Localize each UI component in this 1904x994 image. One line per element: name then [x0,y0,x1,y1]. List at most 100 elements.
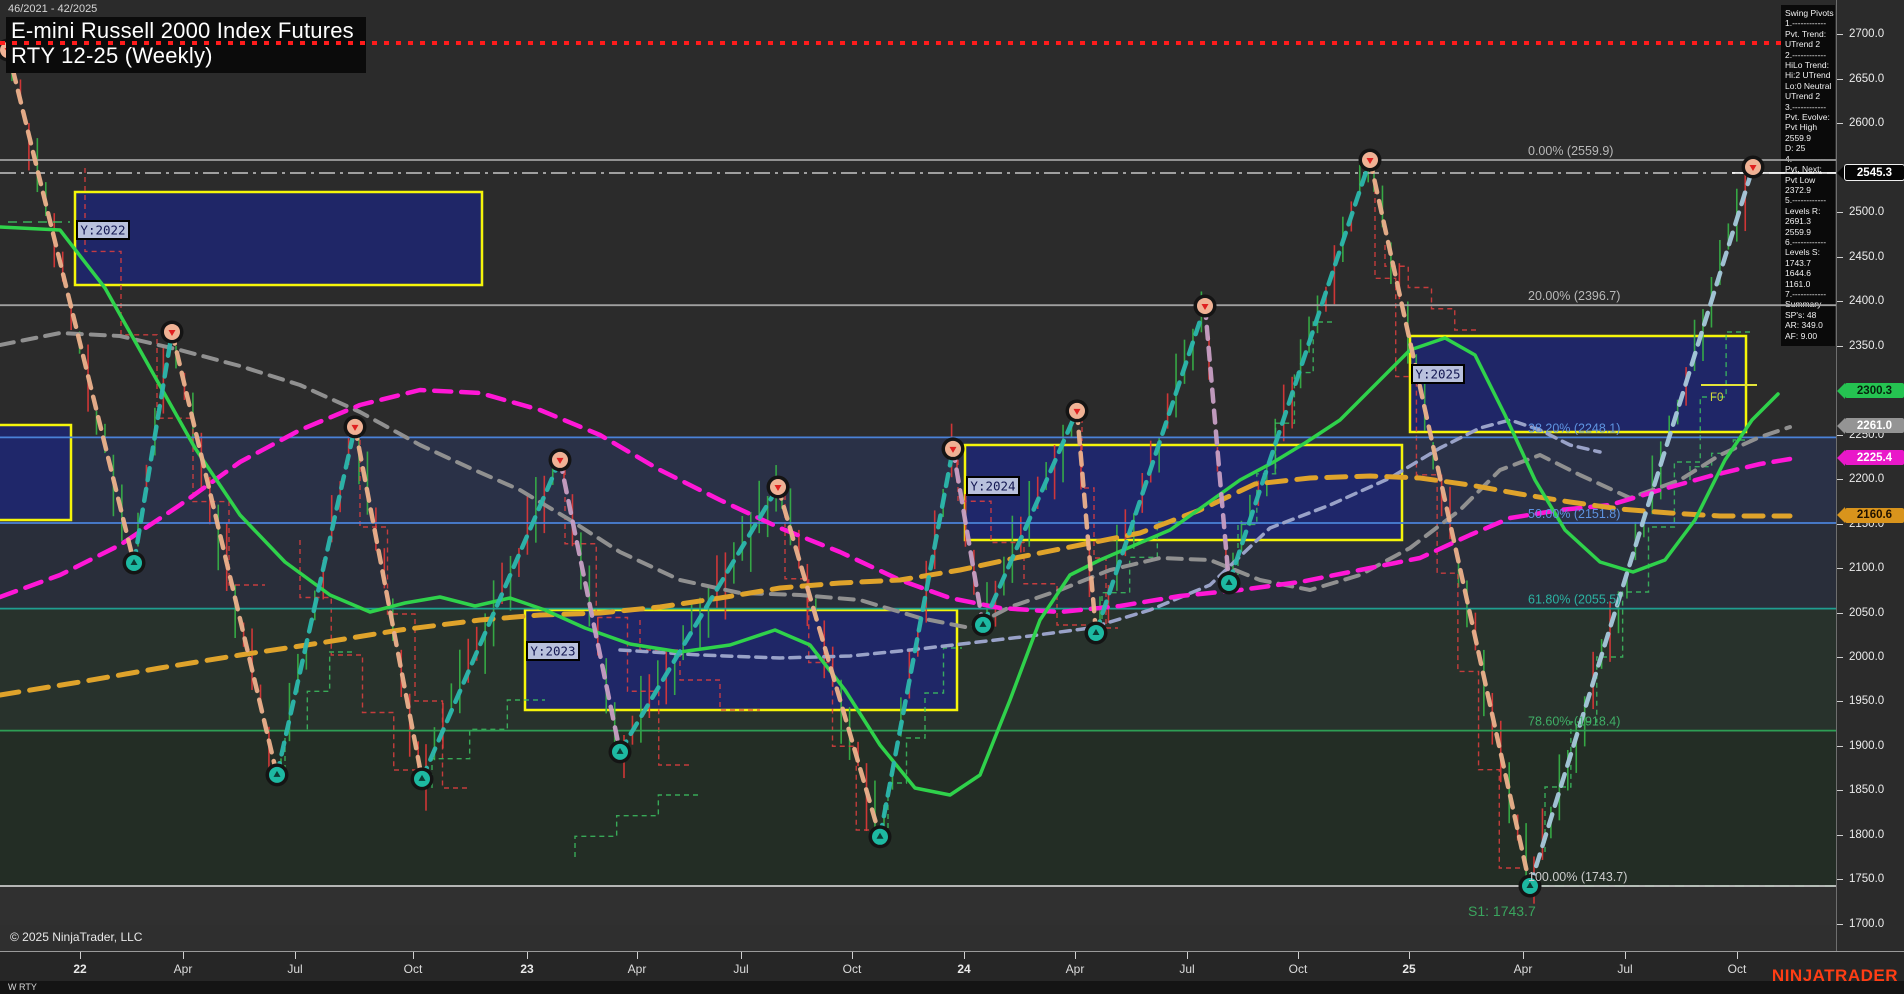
pivot-low-marker[interactable] [872,828,888,845]
pivot-low-marker[interactable] [1522,878,1538,894]
price-axis[interactable]: 2700.0 2650.0 2600.0 2500.0 2450.0 2400.0 2350… [1836,0,1904,951]
time-tick [741,952,742,959]
pivot-low-marker[interactable] [1221,574,1237,591]
year-range-box[interactable] [0,423,73,522]
price-tick: 2100.0 [1837,562,1904,576]
time-tick-label: Apr [173,962,193,976]
swing-zigzag-segment [1367,157,1533,889]
copyright-strip: © 2025 NinjaTrader, LLC [0,925,1836,951]
year-label-chip[interactable] [1411,364,1465,384]
fib-zone-band [0,886,1836,925]
swing-pivots-line: 2559.9 [1785,226,1811,237]
time-tick-label: Oct [403,962,423,976]
year-label-text: Y:2023 [530,644,575,659]
time-tick-label: 22 [73,962,87,976]
f0-label: F0 [1710,392,1723,404]
swing-pivots-line: Pvt. Evolve: [1785,112,1830,123]
instrument-title: E-mini Russell 2000 Index Futures [11,18,354,43]
pivot-high-marker[interactable] [945,440,961,457]
time-tick-label: Oct [1288,962,1308,976]
time-tick [413,952,414,959]
time-tick [1409,952,1410,959]
price-marker-chip: 2300.3 [1837,382,1904,399]
pivot-marker-ring [548,448,572,472]
workspace-tab-label[interactable]: W RTY [8,982,37,992]
pivot-low-marker[interactable] [1088,624,1104,641]
chart-canvas[interactable]: Y:2022 Y:2023 Y:2024 Y:2025 0.00% (2559.9) 20… [0,0,1836,925]
price-tick: 2450.0 [1837,251,1904,265]
year-range-box[interactable] [1408,334,1748,434]
swing-pivots-panel: Swing Pivots 1.------------ Pvt. Trend: UTr… [1781,5,1835,346]
swing-pivots-line: Levels S: [1785,247,1820,258]
pivot-marker-arrow-icon [774,484,782,491]
swing-pivots-line: 2691.3 [1785,216,1811,227]
green-ma-line [0,225,1780,797]
fib-zone-band [0,730,1836,886]
swing-pivots-line: AF: 9.00 [1785,330,1818,341]
year-label-chip[interactable] [76,220,130,240]
pivot-marker-arrow-icon [979,620,987,627]
time-tick-label: Apr [627,962,647,976]
fib-zone-band [0,437,1836,523]
time-tick [1298,952,1299,959]
swing-zigzag-segment [775,484,883,840]
pivot-low-marker[interactable] [612,743,628,760]
workspace-tab-strip[interactable]: W RTY [0,981,1904,994]
fib-zone-band [0,523,1836,609]
pivot-high-marker[interactable] [347,418,363,435]
swing-zigzag-segment [274,424,358,778]
year-label-chip[interactable] [526,641,580,661]
pivot-low-marker[interactable] [269,766,285,783]
pivot-marker-arrow-icon [1366,158,1374,164]
price-tick: 1800.0 [1837,829,1904,843]
orange-ma-line [0,473,1793,698]
fib-level-label: 38.20% (2248.1) [1528,421,1620,435]
fib-level-label: 50.00% (2151.8) [1528,507,1620,521]
swing-pivots-line: Swing Pivots [1785,8,1834,18]
swing-zigzag-segment [557,457,623,755]
pivot-marker-ring [971,613,995,637]
pivot-step-line [1374,180,1520,869]
swing-pivots-line: Pvt High [1785,122,1818,133]
pivot-high-marker[interactable] [552,451,568,468]
pivot-marker-ring [122,551,146,575]
pivot-step-line [284,651,352,770]
contract-title: RTY 12-25 (Weekly) [11,42,213,68]
fib-zone-band [0,608,1836,731]
time-axis[interactable]: 22 Apr Jul Oct 23 Apr Jul Oct 24 Apr Jul Oct 25 Apr Ju… [0,951,1904,982]
price-tick: 2000.0 [1837,651,1904,665]
pivot-marker-ring [1518,874,1542,898]
swing-pivots-line: Pvt Low [1785,174,1816,185]
pivot-low-marker[interactable] [414,770,430,787]
pivot-high-marker[interactable] [1362,152,1378,168]
time-tick-label: Jul [1617,962,1633,976]
pivot-high-marker[interactable] [1197,297,1213,314]
pivot-high-marker[interactable] [164,323,180,340]
time-tick [1075,952,1076,959]
pivot-high-marker[interactable] [770,478,786,495]
pivot-high-marker[interactable] [1069,402,1085,419]
pivot-step-line [1101,521,1185,628]
time-tick-label: Oct [1727,962,1747,976]
swing-pivots-line: 6.------------ [1785,236,1827,247]
time-tick [527,952,528,959]
year-range-box[interactable] [73,190,484,287]
pivot-marker-ring [608,740,632,764]
pivot-high-marker[interactable] [1745,159,1761,176]
year-range-box[interactable] [963,443,1404,542]
pivot-low-marker[interactable] [975,616,991,633]
price-tick: 1850.0 [1837,784,1904,798]
price-tick: 2600.0 [1837,117,1904,131]
swing-zigzag-segment [980,408,1080,628]
time-tick-label: Jul [1179,962,1195,976]
pivot-low-marker[interactable] [126,554,142,571]
time-tick [183,952,184,959]
swing-pivots-line: Levels R: [1785,205,1821,216]
price-tick: 1900.0 [1837,740,1904,754]
ninjatrader-logo: NINJATRADER [1771,966,1898,985]
price-tick: 2350.0 [1837,340,1904,354]
pivot-marker-ring [265,763,289,787]
pivot-marker-arrow-icon [273,770,281,777]
year-label-chip[interactable] [966,476,1020,496]
year-range-box[interactable] [523,608,959,712]
